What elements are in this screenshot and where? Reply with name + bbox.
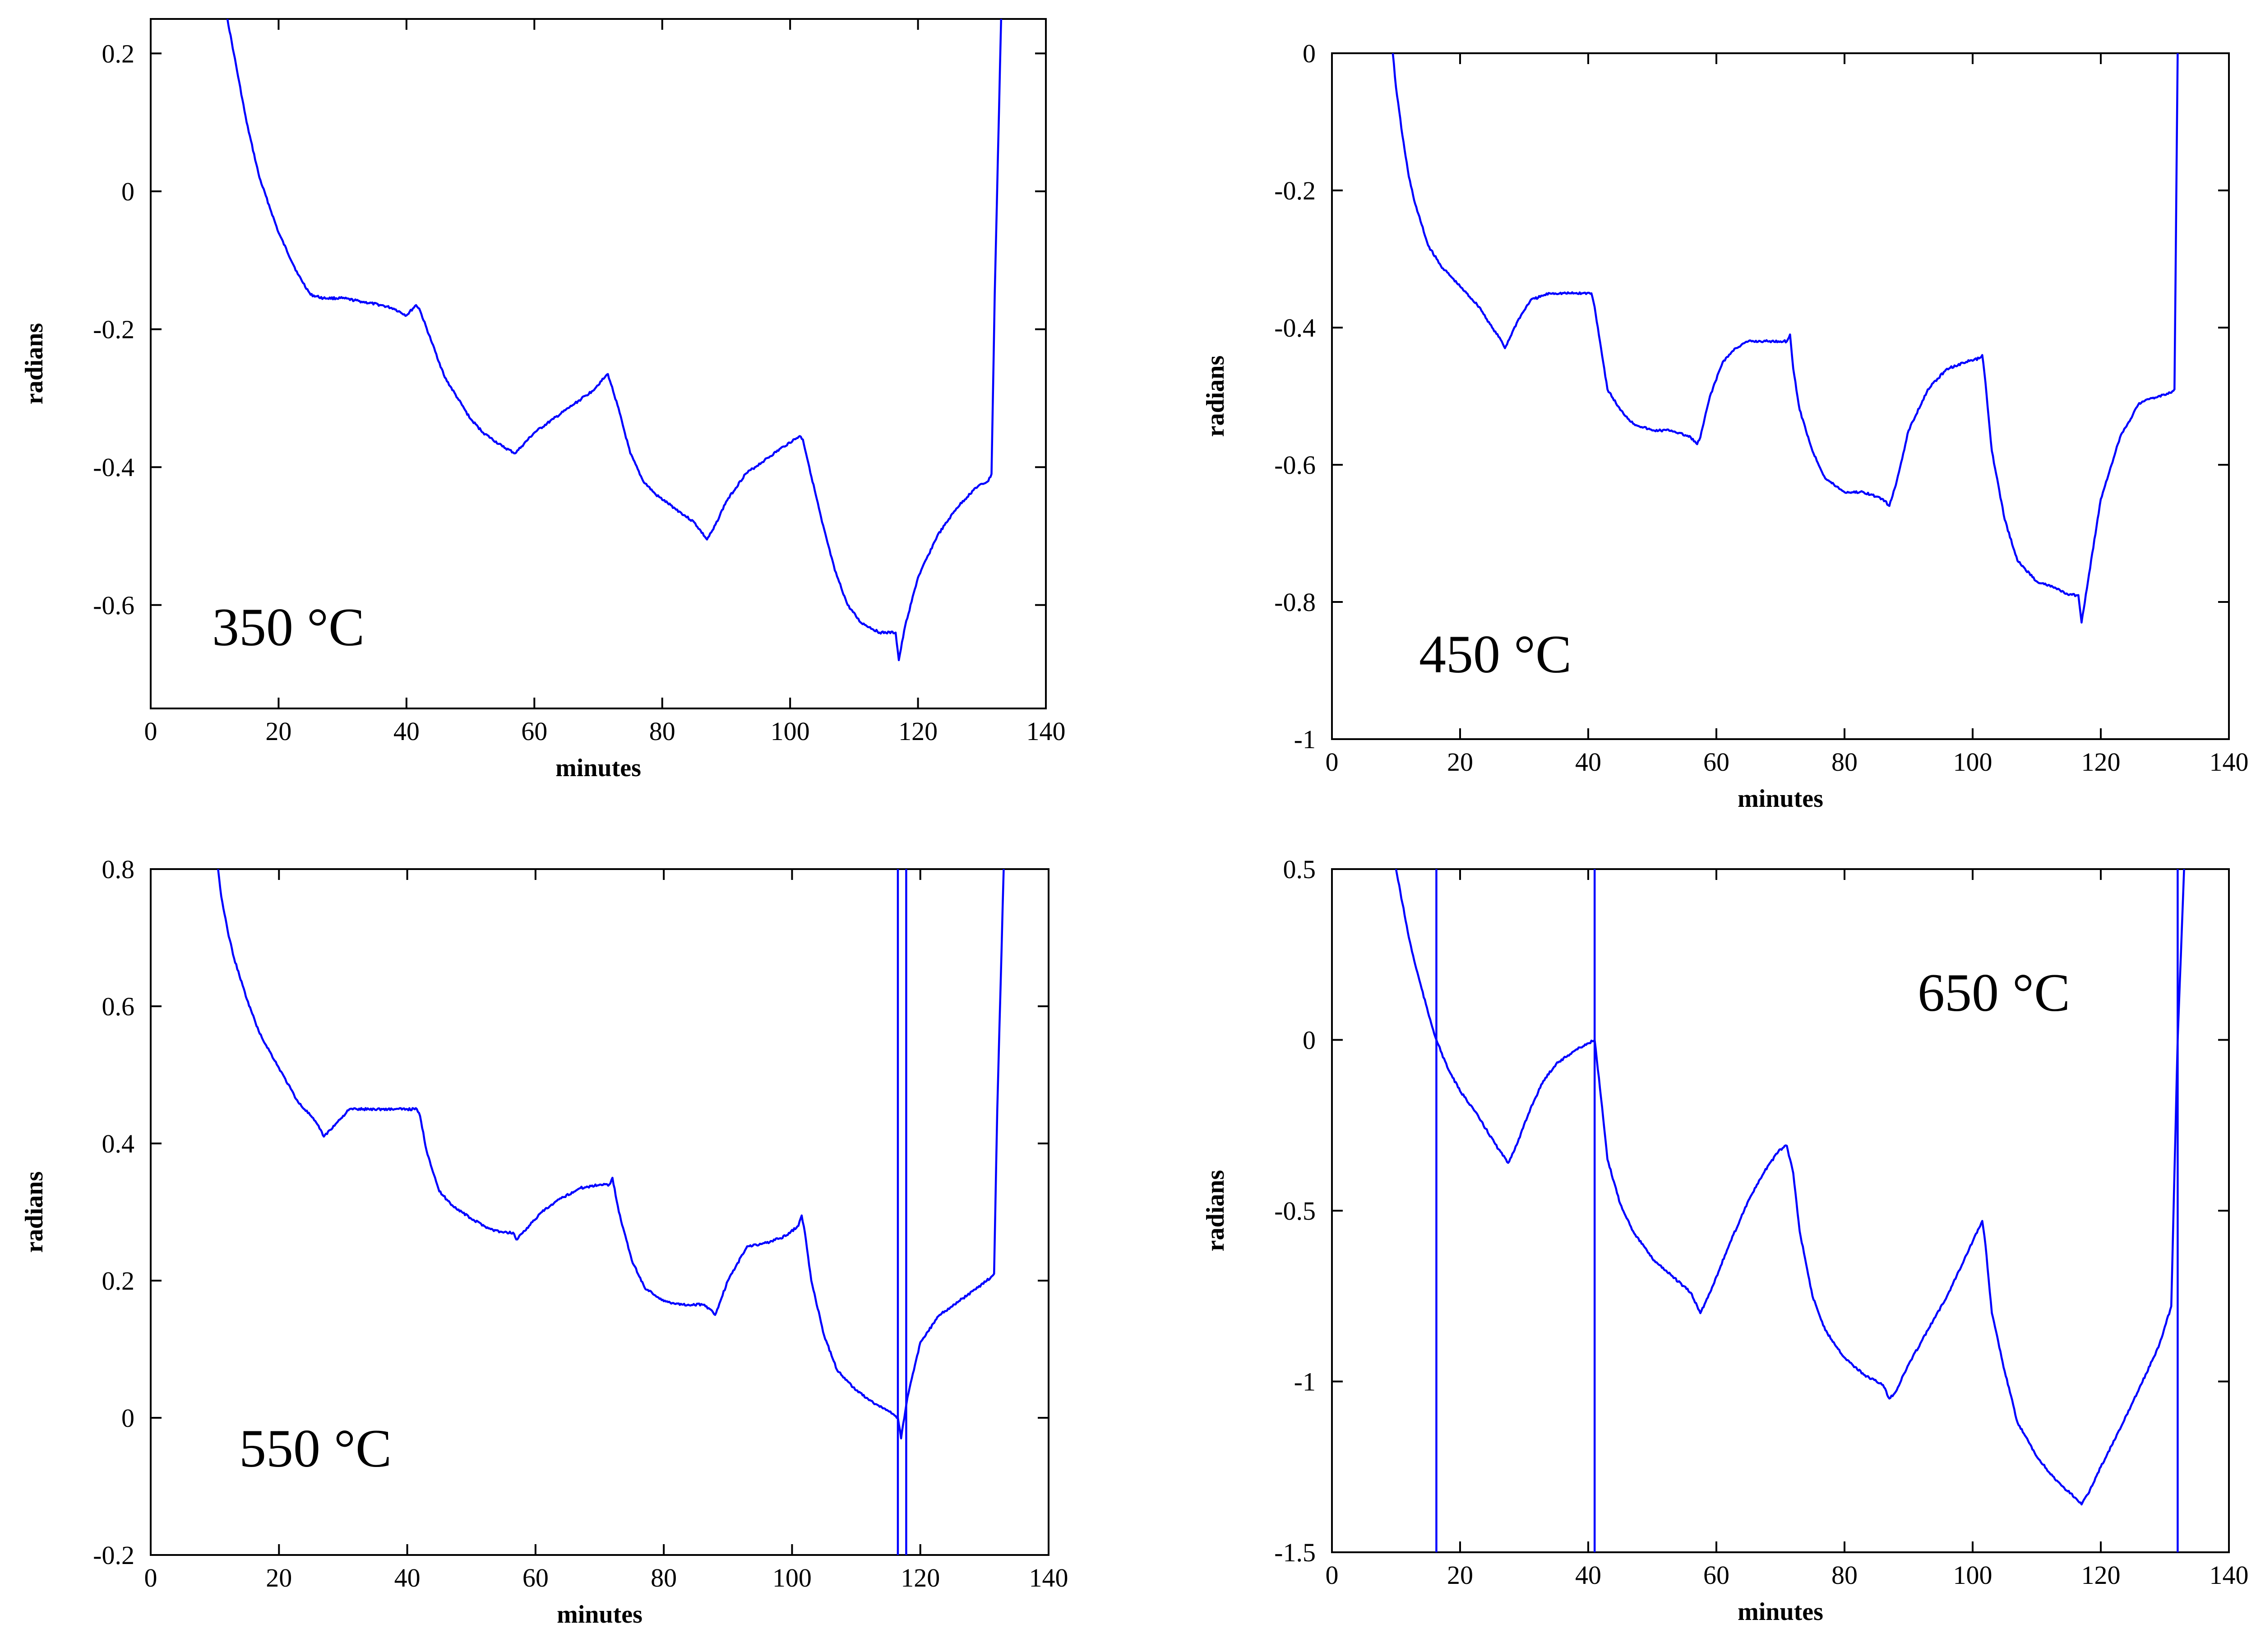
x-tick-label: 60: [521, 717, 547, 746]
x-tick-label: 20: [266, 1563, 292, 1592]
x-axis-title: minutes: [555, 754, 641, 782]
x-tick-label: 60: [522, 1563, 549, 1592]
y-tick-label: 0: [121, 177, 134, 206]
x-tick-label: 60: [1703, 747, 1729, 777]
x-tick-label: 0: [1326, 1560, 1339, 1590]
x-tick-label: 80: [1831, 1560, 1858, 1590]
y-tick-label: 0: [1303, 1026, 1316, 1055]
x-tick-label: 40: [393, 717, 420, 746]
y-tick-label: -0.4: [93, 453, 134, 482]
y-tick-label: -1: [1294, 1367, 1316, 1397]
y-tick-label: -0.2: [93, 315, 134, 344]
x-axis-title: minutes: [557, 1601, 643, 1629]
x-tick-label: 100: [772, 1563, 812, 1592]
temperature-label-650-c: 650 °C: [1918, 963, 2070, 1023]
y-tick-label: -1: [1294, 725, 1316, 754]
plot-frame: [1331, 52, 2230, 740]
x-tick-label: 100: [1953, 1560, 1992, 1590]
x-tick-label: 140: [2210, 747, 2249, 777]
x-tick-label: 120: [2081, 747, 2121, 777]
x-tick-label: 80: [651, 1563, 677, 1592]
series-group: [1395, 869, 2185, 1552]
x-tick-label: 100: [1953, 747, 1992, 777]
y-tick-label: -1.5: [1274, 1538, 1316, 1567]
temperature-label-550-c: 550 °C: [239, 1418, 392, 1478]
series-group: [217, 869, 1005, 1555]
y-axis-title: radians: [20, 1171, 48, 1253]
plot-frame: [1331, 868, 2230, 1553]
x-tick-label: 120: [901, 1563, 940, 1592]
x-tick-label: 60: [1703, 1560, 1729, 1590]
y-tick-label: 0.5: [1283, 855, 1316, 884]
x-tick-label: 20: [1447, 1560, 1473, 1590]
temperature-label-450-c: 450 °C: [1419, 624, 1572, 684]
chart-panel-550c: 0 20 40 60 80 100 120 140 0.8 0.6 0.4 0.2 0 -0.2 minut…: [20, 855, 1068, 1629]
x-tick-label: 140: [2210, 1560, 2249, 1590]
y-tick-label: 0.8: [102, 855, 135, 884]
x-tick-label: 80: [1831, 747, 1858, 777]
x-tick-label: 40: [394, 1563, 421, 1592]
y-tick-label: -0.5: [1274, 1196, 1316, 1226]
series-line: [1395, 869, 2185, 1506]
x-tick-label: 120: [898, 717, 938, 746]
y-tick-label: 0: [121, 1403, 134, 1433]
x-tick-label: 0: [144, 1563, 157, 1592]
x-tick-label: 100: [771, 717, 810, 746]
y-tick-label: 0.2: [102, 39, 135, 68]
series-group: [226, 19, 1003, 662]
x-axis-title: minutes: [1738, 785, 1823, 813]
series-line: [1392, 53, 2179, 624]
series-line: [226, 19, 1003, 662]
y-tick-label: -0.6: [1274, 450, 1316, 480]
y-tick-label: 0.2: [102, 1266, 135, 1296]
x-tick-label: 80: [649, 717, 675, 746]
x-tick-label: 140: [1029, 1563, 1068, 1592]
y-tick-label: -0.6: [93, 591, 134, 620]
y-tick-label: -0.2: [1274, 176, 1316, 205]
y-axis-title: radians: [1202, 1170, 1230, 1252]
y-axis-title: radians: [1202, 356, 1230, 437]
y-tick-label: -0.2: [93, 1541, 134, 1570]
chart-panel-650c: 0 20 40 60 80 100 120 140 0.5 0 -0.5 -1 -1.5 minutes r…: [1202, 855, 2249, 1626]
x-tick-label: 140: [1026, 717, 1066, 746]
y-tick-label: 0.4: [102, 1129, 135, 1158]
x-tick-label: 0: [1326, 747, 1339, 777]
y-tick-label: -0.8: [1274, 588, 1316, 617]
x-tick-label: 0: [144, 717, 157, 746]
series-line: [217, 869, 1005, 1439]
x-tick-label: 40: [1575, 747, 1601, 777]
y-tick-label: 0.6: [102, 992, 135, 1021]
temperature-label-350-c: 350 °C: [212, 597, 365, 657]
chart-panel-450c: 0 20 40 60 80 100 120 140 0 -0.2 -0.4 -0.6 -0.8 -1 min…: [1202, 39, 2249, 813]
y-tick-label: 0: [1303, 39, 1316, 68]
series-group: [1392, 53, 2179, 624]
chart-panel-350c: 0 20 40 60 80 100 120 140 0.2 0 -0.2 -0.4 -0.6 minute…: [20, 18, 1066, 782]
y-axis-title: radians: [20, 323, 48, 405]
x-tick-label: 120: [2081, 1560, 2121, 1590]
x-tick-label: 40: [1575, 1560, 1601, 1590]
x-tick-label: 20: [1447, 747, 1473, 777]
plot-frame: [150, 18, 1047, 709]
plot-frame: [150, 868, 1049, 1556]
x-axis-title: minutes: [1738, 1598, 1823, 1626]
y-tick-label: -0.4: [1274, 313, 1316, 342]
x-tick-label: 20: [265, 717, 291, 746]
